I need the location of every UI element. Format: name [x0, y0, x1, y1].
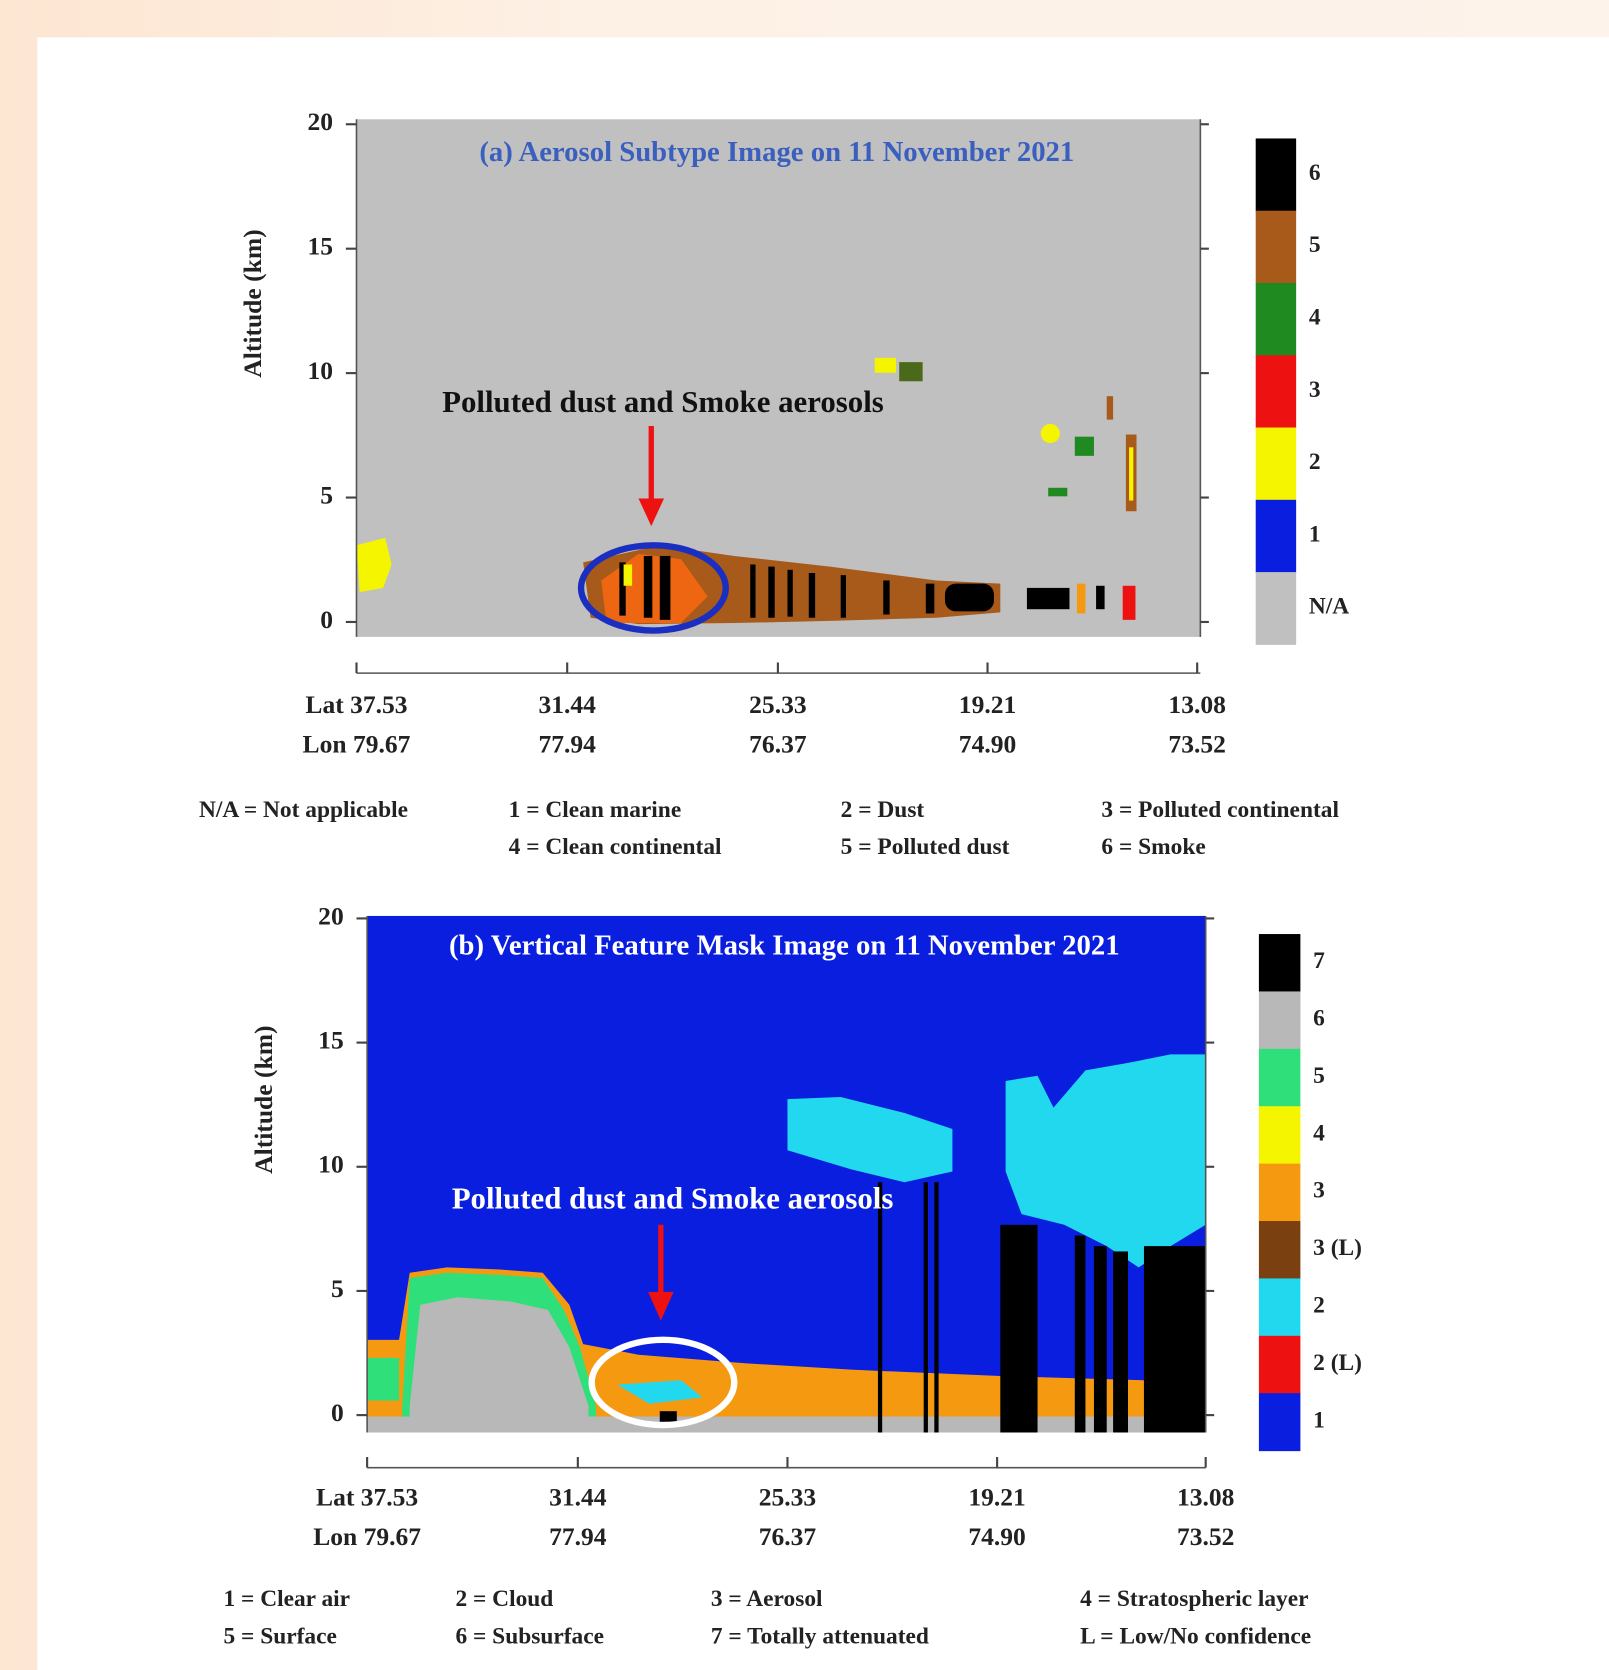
x-tick-lon: 76.37 [759, 1522, 817, 1551]
legend-entry: 5 = Polluted dust [841, 834, 1010, 860]
legend-entry: 3 = Polluted continental [1101, 797, 1339, 823]
colorbar-segment [1256, 355, 1296, 428]
legend-entry: 6 = Subsurface [455, 1623, 604, 1649]
annotation: Polluted dust and Smoke aerosols [442, 384, 884, 419]
panel-title: (b) Vertical Feature Mask Image on 11 No… [449, 929, 1120, 961]
colorbar-label: 5 [1309, 232, 1321, 258]
colorbar-segment [1259, 1164, 1301, 1222]
colorbar-segment [1256, 500, 1296, 573]
legend-entry: 5 = Surface [223, 1623, 336, 1649]
x-tick-lon: 74.90 [959, 729, 1016, 758]
colorbar-label: 6 [1313, 1006, 1325, 1032]
x-tick-lat: Lat 37.53 [305, 690, 407, 719]
x-tick-lon: 76.37 [749, 729, 807, 758]
annotation: Polluted dust and Smoke aerosols [452, 1180, 894, 1215]
legend-entry: 7 = Totally attenuated [711, 1623, 929, 1649]
colorbar-label: 1 [1309, 521, 1321, 547]
colorbar-label: N/A [1309, 594, 1349, 620]
colorbar-segment [1259, 1049, 1301, 1107]
x-tick-lat: 25.33 [749, 690, 806, 719]
legend-entry: 4 = Clean continental [509, 834, 722, 860]
x-tick-lat: 31.44 [538, 690, 596, 719]
x-tick-lat: Lat 37.53 [316, 1482, 418, 1511]
colorbar-segment [1256, 211, 1296, 284]
y-tick-label: 10 [308, 356, 334, 385]
y-tick-label: 20 [308, 107, 334, 136]
y-tick-label: 5 [320, 480, 333, 509]
x-tick-lon: 77.94 [549, 1522, 607, 1551]
y-tick-label: 0 [331, 1398, 344, 1427]
colorbar-label: 3 [1313, 1178, 1325, 1204]
colorbar-segment [1259, 1336, 1301, 1394]
colorbar-segment [1259, 1106, 1301, 1164]
legend-entry: 1 = Clean marine [509, 797, 682, 823]
x-tick-lat: 19.21 [959, 690, 1016, 719]
y-tick-label: 0 [320, 605, 333, 634]
colorbar-segment [1259, 1393, 1301, 1451]
colorbar-segment [1259, 1221, 1301, 1279]
y-tick-label: 15 [318, 1025, 344, 1054]
colorbar-segment [1256, 138, 1296, 211]
x-tick-lat: 31.44 [549, 1482, 607, 1511]
colorbar-segment [1256, 428, 1296, 501]
colorbar-segment [1259, 934, 1301, 992]
panel-a-image [356, 119, 1200, 637]
x-tick-lon: Lon 79.67 [313, 1522, 421, 1551]
figure: 05101520Altitude (km)Lat 37.53Lon 79.673… [0, 0, 1609, 1670]
x-tick-lon: 73.52 [1168, 729, 1225, 758]
x-tick-lon: Lon 79.67 [303, 729, 411, 758]
x-tick-lon: 74.90 [968, 1522, 1025, 1551]
panel-title: (a) Aerosol Subtype Image on 11 November… [479, 136, 1074, 168]
y-axis-label: Altitude (km) [249, 1025, 278, 1173]
legend-entry: L = Low/No confidence [1080, 1623, 1311, 1649]
legend-entry: 2 = Dust [841, 797, 925, 823]
colorbar-label: 2 (L) [1313, 1350, 1362, 1376]
y-tick-label: 5 [331, 1274, 344, 1303]
x-tick-lat: 13.08 [1168, 690, 1225, 719]
legend-entry: 1 = Clear air [223, 1586, 350, 1612]
y-tick-label: 15 [308, 232, 334, 261]
legend-entry: 2 = Cloud [455, 1586, 553, 1612]
colorbar-label: 2 [1309, 449, 1321, 475]
colorbar-label: 7 [1313, 948, 1325, 974]
legend-entry: 6 = Smoke [1101, 834, 1205, 860]
x-tick-lat: 13.08 [1177, 1482, 1234, 1511]
legend-entry: 3 = Aerosol [711, 1586, 823, 1612]
colorbar-label: 3 [1309, 377, 1321, 403]
colorbar-label: 5 [1313, 1063, 1325, 1089]
colorbar-label: 3 (L) [1313, 1235, 1362, 1261]
x-tick-lon: 73.52 [1177, 1522, 1234, 1551]
colorbar-label: 4 [1309, 305, 1321, 331]
x-tick-lat: 19.21 [968, 1482, 1025, 1511]
colorbar-segment [1256, 572, 1296, 645]
legend-entry: 4 = Stratospheric layer [1080, 1586, 1308, 1612]
colorbar-segment [1256, 283, 1296, 356]
x-tick-lat: 25.33 [759, 1482, 816, 1511]
colorbar-label: 6 [1309, 160, 1321, 186]
colorbar-segment [1259, 991, 1301, 1049]
colorbar-label: 2 [1313, 1292, 1325, 1318]
legend-entry: N/A = Not applicable [199, 797, 408, 823]
colorbar-label: 1 [1313, 1407, 1325, 1433]
colorbar-label: 4 [1313, 1120, 1325, 1146]
panel-b-image [367, 916, 1206, 1433]
x-tick-lon: 77.94 [538, 729, 596, 758]
colorbar-segment [1259, 1278, 1301, 1336]
y-axis-label: Altitude (km) [238, 229, 267, 377]
y-tick-label: 20 [318, 901, 344, 930]
y-tick-label: 10 [318, 1150, 344, 1179]
